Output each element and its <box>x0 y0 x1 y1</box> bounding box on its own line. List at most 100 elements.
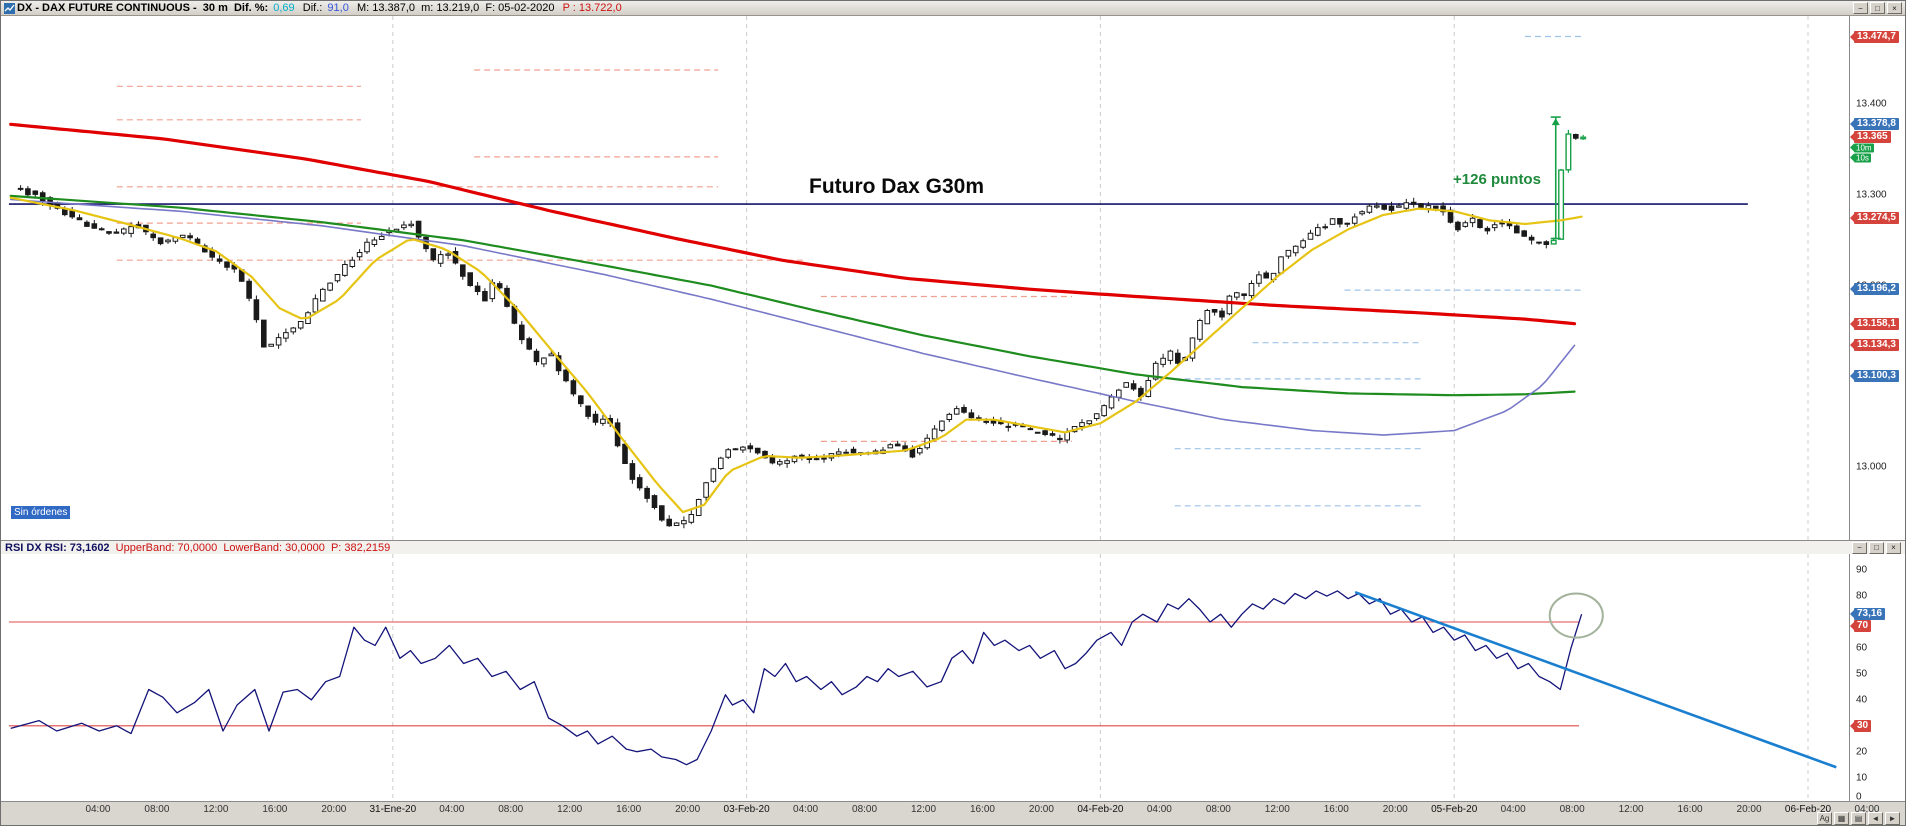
grid-button[interactable]: ▦ <box>1834 812 1849 825</box>
layout-button[interactable]: ▤ <box>1851 812 1866 825</box>
no-orders-label: Sin órdenes <box>11 506 71 519</box>
rsi-window-controls: − □ × <box>1852 541 1901 554</box>
time-label: 16:00 <box>1677 804 1703 815</box>
time-label: 20:00 <box>1382 804 1408 815</box>
scroll-left-button[interactable]: ◄ <box>1868 812 1883 825</box>
minimize-button[interactable]: − <box>1853 2 1868 14</box>
date-label: 05-Feb-20 <box>1431 804 1478 815</box>
price-flag: 13.196,2 <box>1854 283 1899 296</box>
date-label: 31-Ene-20 <box>369 804 417 815</box>
rsi-flag: 70 <box>1854 619 1872 632</box>
price-flag: 13.378,8 <box>1854 117 1899 130</box>
price-flag: 13.474,7 <box>1854 30 1899 43</box>
titlebar-symbol-text: DX - DAX FUTURE CONTINUOUS - 30 m Dif. %… <box>17 1 272 14</box>
time-label: 08:00 <box>852 804 878 815</box>
rsi-tick-label: 90 <box>1856 564 1868 576</box>
ma-green <box>9 194 1576 397</box>
close-button[interactable]: × <box>1887 2 1902 14</box>
price-flag: 13.158,1 <box>1854 317 1899 330</box>
rsi-header-name: RSI DX RSI: 73,1602 <box>5 541 116 554</box>
date-label: 03-Feb-20 <box>723 804 770 815</box>
price-axis[interactable]: 13.40013.30013.20013.10013.00013.474,713… <box>1849 16 1905 540</box>
price-flag: 13.134,3 <box>1854 339 1899 352</box>
time-label: 20:00 <box>1028 804 1054 815</box>
window-controls: − □ × <box>1853 2 1902 14</box>
rsi-tick-label: 80 <box>1856 590 1868 602</box>
breakout-candle <box>1550 133 1587 245</box>
rsi-tick-label: 10 <box>1856 772 1868 784</box>
rsi-upperband-label: UpperBand: 70,0000 <box>115 541 224 554</box>
titlebar-diff-pct: 0,69 <box>273 1 295 14</box>
candle-wicks <box>20 133 1577 529</box>
time-label: 12:00 <box>910 804 937 815</box>
rsi-tick-label: 40 <box>1856 694 1868 706</box>
time-label: 12:00 <box>557 804 583 815</box>
bullish-candles <box>98 202 1542 526</box>
time-label: 04:00 <box>439 804 465 815</box>
titlebar-text-segment: Dif.: <box>296 1 326 14</box>
date-label: 04-Feb-20 <box>1077 804 1124 815</box>
rsi-panel-header[interactable]: RSI DX RSI: 73,1602 UpperBand: 70,0000 L… <box>1 540 1905 554</box>
time-label: 20:00 <box>1736 804 1762 815</box>
points-gain-annotation: +126 puntos <box>1453 171 1541 188</box>
price-tick-label: 13.400 <box>1856 98 1887 110</box>
time-label: 08:00 <box>1559 804 1585 815</box>
rsi-flag: 73,16 <box>1854 607 1886 620</box>
time-label: 16:00 <box>262 804 288 815</box>
time-label: 16:00 <box>616 804 642 815</box>
time-label: 08:00 <box>1205 804 1231 815</box>
chart-window-titlebar[interactable]: DX - DAX FUTURE CONTINUOUS - 30 m Dif. %… <box>1 1 1905 16</box>
rsi-chart-canvas[interactable] <box>1 554 1849 801</box>
time-label: 20:00 <box>321 804 347 815</box>
rsi-restore-button[interactable]: □ <box>1869 541 1884 554</box>
time-label: 04:00 <box>85 804 111 815</box>
time-label: 08:00 <box>144 804 170 815</box>
price-flag: 13.365 <box>1854 131 1891 144</box>
price-flag: 13.100,3 <box>1854 369 1899 382</box>
time-label: 04:00 <box>1500 804 1526 815</box>
restore-button[interactable]: □ <box>1870 2 1885 14</box>
time-label: 16:00 <box>1323 804 1349 815</box>
time-label: 12:00 <box>203 804 229 815</box>
main-price-chart-canvas[interactable] <box>1 16 1849 540</box>
rsi-period-label: P: 382,2159 <box>330 541 391 554</box>
time-label: 16:00 <box>969 804 995 815</box>
ma-fast-yellow <box>9 196 1583 514</box>
titlebar-diff-value: 91,0 <box>327 1 349 14</box>
rsi-tick-label: 60 <box>1856 642 1868 654</box>
measure-arrow-icon <box>1551 118 1560 126</box>
rsi-minimize-button[interactable]: − <box>1852 541 1867 554</box>
scroll-right-button[interactable]: ► <box>1885 812 1900 825</box>
titlebar-position: P : 13.722,0 <box>562 1 622 14</box>
chart-window-icon <box>4 2 15 14</box>
time-label: 12:00 <box>1264 804 1290 815</box>
price-flag: 10s <box>1854 153 1871 163</box>
rsi-tick-label: 0 <box>1856 791 1862 803</box>
time-label: 04:00 <box>1854 804 1880 815</box>
font-button[interactable]: Ag <box>1817 812 1832 825</box>
ma-blue <box>9 198 1576 436</box>
price-flag: 13.274,5 <box>1854 212 1899 225</box>
price-flag: 10m <box>1854 143 1874 153</box>
rsi-line <box>10 590 1583 766</box>
time-axis-bar[interactable]: 04:00 08:00 12:00 16:00 20:00 04:00 08:00 12:00… <box>1 801 1905 825</box>
price-tick-label: 13.300 <box>1856 189 1887 201</box>
bearish-candles <box>17 134 1579 527</box>
chart-annotation-title: Futuro Dax G30m <box>809 175 985 198</box>
rsi-close-button[interactable]: × <box>1886 541 1901 554</box>
rsi-lowerband-label: LowerBand: 30,0000 <box>223 541 331 554</box>
rsi-trendline[interactable] <box>1354 590 1837 769</box>
time-label: 20:00 <box>675 804 701 815</box>
bottom-toolbar: Ag ▦ ▤ ◄ ► <box>1817 812 1900 825</box>
time-label: 04:00 <box>1146 804 1172 815</box>
rsi-flag: 30 <box>1854 719 1872 732</box>
titlebar-hilo-text: M: 13.387,0 m: 13.219,0 F: 05-02-2020 <box>350 1 561 14</box>
time-label: 12:00 <box>1618 804 1644 815</box>
time-label: 08:00 <box>498 804 524 815</box>
ma-slow-red <box>9 122 1577 326</box>
price-tick-label: 13.000 <box>1856 461 1887 473</box>
rsi-tick-label: 20 <box>1856 746 1868 758</box>
date-label: 06-Feb-20 <box>1784 804 1832 815</box>
